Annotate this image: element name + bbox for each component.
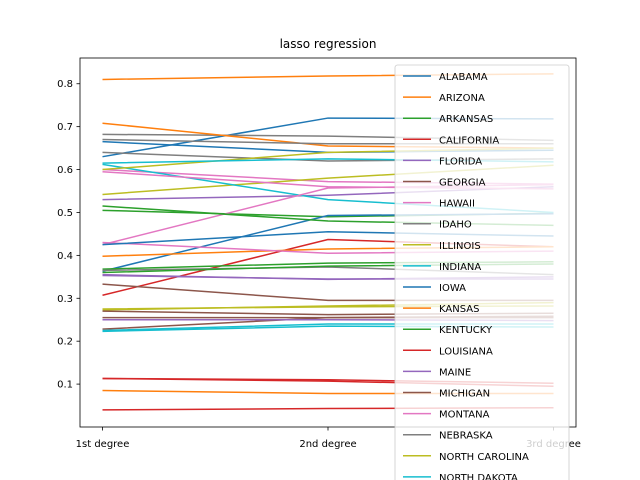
legend-entry: ILLINOIS [439,241,481,252]
legend-entry: MONTANA [439,410,490,421]
x-tick-label: 1st degree [76,439,130,450]
y-tick-label: 0.1 [57,380,73,391]
y-axis: 0.1 0.2 0.3 0.4 0.5 0.6 0.7 0.8 [57,79,80,391]
legend-entry: ALABAMA [439,72,488,83]
legend-entry: NORTH CAROLINA [439,452,529,463]
legend: ALABAMA ARIZONA ARKANSAS CALIFORNIA FLORIDA G… [394,64,570,480]
legend-entry: ARKANSAS [439,114,493,125]
y-tick-label: 0.7 [57,122,73,133]
legend-entry: IDAHO [439,220,472,231]
legend-entry: ARIZONA [439,93,485,104]
legend-entry: LOUISIANA [439,346,493,357]
y-tick-label: 0.5 [57,208,73,219]
legend-entry: MAINE [439,367,471,378]
chart-title: lasso regression [280,37,377,51]
x-tick-label: 2nd degree [299,439,356,450]
legend-entry: KANSAS [439,304,479,315]
legend-entry: MICHIGAN [439,389,490,400]
y-tick-label: 0.2 [57,337,73,348]
y-tick-label: 0.8 [57,79,73,90]
y-tick-label: 0.6 [57,165,73,176]
legend-entry: GEORGIA [439,178,486,189]
legend-entry: IOWA [439,283,466,294]
legend-entry: KENTUCKY [439,325,493,336]
legend-box [394,64,570,480]
legend-entry: NEBRASKA [439,431,493,442]
legend-entry: NORTH DAKOTA [439,473,518,480]
y-tick-label: 0.3 [57,294,73,305]
legend-entry: INDIANA [439,262,481,273]
legend-entry: CALIFORNIA [439,135,499,146]
legend-entry: FLORIDA [439,156,482,167]
y-tick-label: 0.4 [57,251,73,262]
legend-entry: HAWAII [439,199,475,210]
